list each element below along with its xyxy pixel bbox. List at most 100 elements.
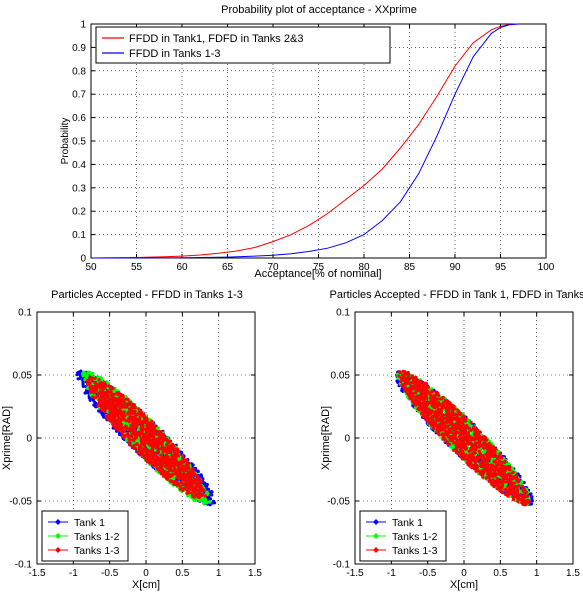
x-tick-label: 100 [538,262,555,273]
scatter-point [131,444,135,448]
scatter-point [132,405,136,410]
scatter-point [178,471,182,475]
scatter-point [99,386,104,390]
scatter-point [163,469,167,474]
scatter-point [185,460,189,464]
x-tick-label: 80 [358,262,370,273]
series-line-0 [90,23,519,259]
chart-title: Particles Accepted - FFDD in Tank 1, FDF… [329,289,583,301]
x-tick-label: 75 [313,262,325,273]
scatter-point [111,387,115,391]
scatter-point [117,409,121,413]
scatter-point [188,471,192,475]
scatter-point [94,401,98,405]
scatter-point [153,437,157,441]
scatter-point [179,462,183,466]
scatter-point [156,443,160,447]
scatter-point [131,421,135,425]
scatter-point [164,459,168,464]
scatter-point [87,379,91,383]
scatter-point [167,469,172,473]
scatter-point [110,416,114,420]
scatter-point [160,440,164,445]
scatter-point [200,487,204,491]
scatter-point [88,398,92,402]
y-axis-label: Probability [60,118,71,165]
scatter-point [129,416,133,420]
scatter-point [159,470,163,474]
scatter-point [81,372,85,376]
scatter-point [111,404,115,409]
scatter-point [134,447,138,451]
scatter-point [151,426,155,430]
scatter-point [150,438,154,442]
x-tick-label: -0.5 [101,568,119,579]
legend-box [95,26,391,64]
scatter-point [192,495,196,499]
scatter-point [151,441,155,446]
y-tick-label: -0.1 [15,560,33,571]
scatter-point [142,455,146,459]
legend-label-1: Tanks 1-2 [74,531,120,543]
scatter-point [90,372,94,376]
scatter-point [148,435,152,439]
x-tick-label: 65 [222,262,234,273]
scatter-point [135,417,139,421]
x-tick-label: 70 [267,262,279,273]
scatter-point [189,476,193,481]
scatter-point [102,380,106,384]
scatter-point [94,380,98,385]
scatter-point [104,384,108,388]
scatter-point [104,391,108,395]
scatter-point [165,443,169,447]
scatter-point [99,402,104,406]
y-tick-label: 0.4 [72,160,86,171]
scatter-point [184,485,188,490]
scatter-point [135,442,139,446]
scatter-point [196,469,200,474]
scatter-point [175,461,179,465]
scatter-point [96,403,100,408]
scatter-point [160,436,164,440]
legend: FFDD in Tank1, FDFD in Tanks 2&3 FFDD in… [95,26,391,64]
scatter-point [172,447,176,452]
scatter-point [123,401,127,405]
scatter-point [135,423,139,427]
grid [90,23,547,259]
scatter-point [194,466,198,471]
y-tick-label: -0.05 [9,497,32,508]
scatter-point [106,395,110,399]
scatter-point [92,387,96,391]
scatter-point [200,493,204,497]
scatter-point [76,371,80,375]
scatter-point [99,389,103,394]
scatter-chart-right: Particles Accepted - FFDD in Tank 1, FDF… [320,289,583,591]
scatter-point [125,404,129,408]
y-tick-label: 0.5 [72,137,86,148]
x-tick-label: 55 [131,262,143,273]
y-tick-label: 0.7 [72,90,86,101]
scatter-point [136,450,140,454]
scatter-point [88,376,92,380]
scatter-point [116,404,120,408]
scatter-point [530,495,534,499]
scatter-point [203,481,207,485]
scatter-point [199,473,203,477]
scatter-point [128,438,132,442]
scatter-point [158,447,162,451]
y-tick-label: 0.05 [13,371,33,382]
scatter-point [120,412,124,417]
scatter-point [159,429,163,434]
scatter-point [190,462,194,467]
scatter-point [141,413,145,417]
scatter-chart-left: Particles Accepted - FFDD in Tanks 1-3 -… [1,289,262,591]
scatter-point [132,432,136,436]
scatter-point [194,488,198,492]
scatter-point [158,433,162,437]
scatter-point [190,486,194,490]
x-tick-label: 60 [176,262,188,273]
scatter-point [113,423,117,427]
legend-label-0: FFDD in Tank1, FDFD in Tanks 2&3 [129,33,303,45]
y-tick-label: 0.1 [72,230,86,241]
scatter-point [208,497,213,501]
